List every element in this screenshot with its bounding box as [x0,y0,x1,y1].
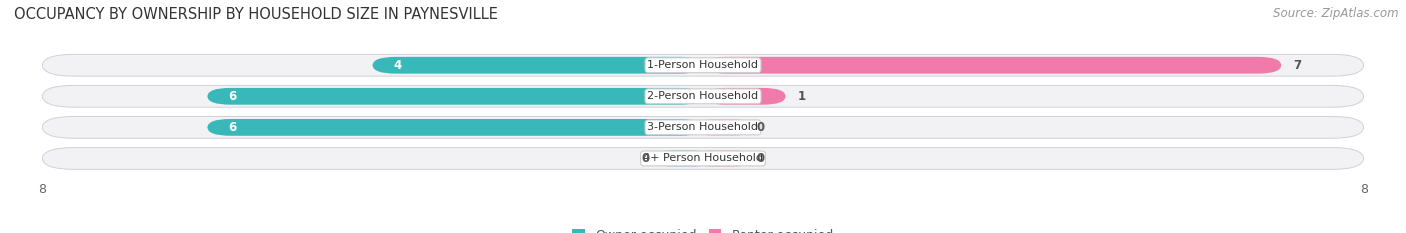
Text: 0: 0 [756,121,765,134]
FancyBboxPatch shape [703,57,1281,74]
Text: Source: ZipAtlas.com: Source: ZipAtlas.com [1274,7,1399,20]
FancyBboxPatch shape [703,88,786,105]
Text: OCCUPANCY BY OWNERSHIP BY HOUSEHOLD SIZE IN PAYNESVILLE: OCCUPANCY BY OWNERSHIP BY HOUSEHOLD SIZE… [14,7,498,22]
FancyBboxPatch shape [703,119,744,136]
Text: 0: 0 [641,152,650,165]
FancyBboxPatch shape [42,86,1364,107]
Text: 3-Person Household: 3-Person Household [648,122,758,132]
Text: 6: 6 [228,121,236,134]
Text: 4+ Person Household: 4+ Person Household [643,154,763,163]
Legend: Owner-occupied, Renter-occupied: Owner-occupied, Renter-occupied [568,223,838,233]
Text: 1-Person Household: 1-Person Household [648,60,758,70]
FancyBboxPatch shape [662,150,703,167]
FancyBboxPatch shape [373,57,703,74]
Text: 4: 4 [394,59,402,72]
FancyBboxPatch shape [42,54,1364,76]
FancyBboxPatch shape [42,147,1364,169]
Text: 1: 1 [799,90,806,103]
Text: 0: 0 [756,152,765,165]
FancyBboxPatch shape [207,119,703,136]
Text: 2-Person Household: 2-Person Household [647,91,759,101]
Text: 7: 7 [1294,59,1302,72]
FancyBboxPatch shape [207,88,703,105]
FancyBboxPatch shape [42,116,1364,138]
FancyBboxPatch shape [703,150,744,167]
Text: 6: 6 [228,90,236,103]
